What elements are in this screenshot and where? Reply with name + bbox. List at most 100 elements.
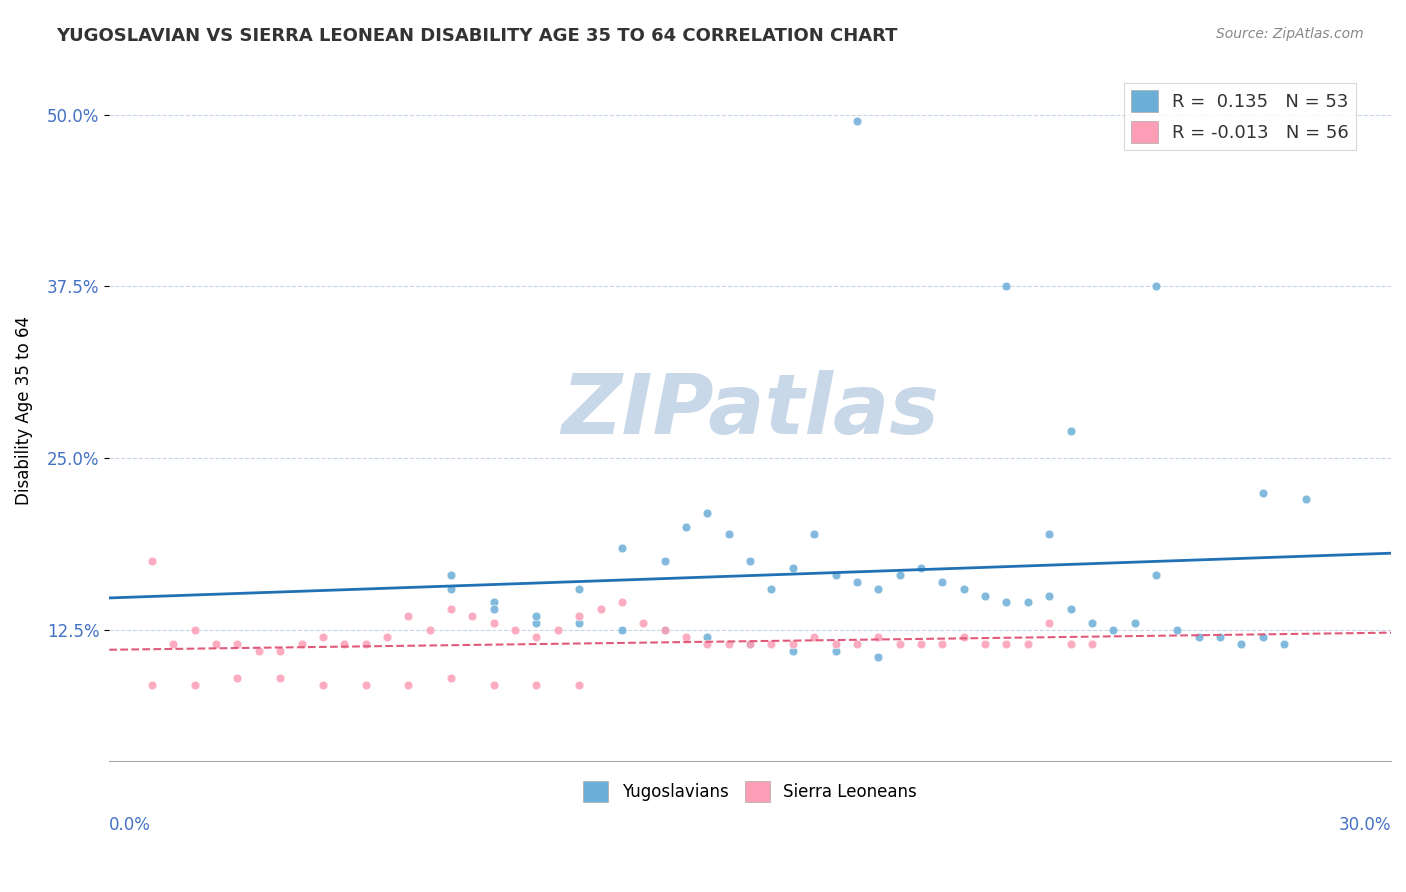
Point: [1251, 630, 1274, 644]
Text: ZIPatlas: ZIPatlas: [561, 369, 939, 450]
Point: [141, 678, 163, 692]
Point: [162, 637, 184, 651]
Point: [1059, 602, 1081, 616]
Point: [141, 554, 163, 568]
Point: [824, 568, 846, 582]
Point: [696, 637, 718, 651]
Point: [717, 526, 740, 541]
Point: [1272, 637, 1295, 651]
Point: [461, 609, 484, 624]
Point: [610, 541, 633, 555]
Point: [995, 279, 1018, 293]
Point: [868, 582, 890, 596]
Point: [440, 582, 463, 596]
Point: [931, 637, 953, 651]
Point: [503, 623, 526, 637]
Point: [782, 561, 804, 575]
Point: [974, 589, 997, 603]
Point: [1017, 595, 1039, 609]
Point: [1188, 630, 1211, 644]
Point: [675, 630, 697, 644]
Point: [845, 574, 868, 589]
Point: [1166, 623, 1188, 637]
Point: [717, 637, 740, 651]
Point: [761, 637, 783, 651]
Point: [782, 637, 804, 651]
Point: [482, 678, 505, 692]
Point: [568, 609, 591, 624]
Point: [312, 678, 335, 692]
Point: [226, 637, 249, 651]
Point: [803, 630, 825, 644]
Point: [205, 637, 228, 651]
Point: [740, 637, 762, 651]
Point: [547, 623, 569, 637]
Text: YUGOSLAVIAN VS SIERRA LEONEAN DISABILITY AGE 35 TO 64 CORRELATION CHART: YUGOSLAVIAN VS SIERRA LEONEAN DISABILITY…: [56, 27, 898, 45]
Point: [868, 650, 890, 665]
Point: [526, 616, 548, 631]
Point: [568, 582, 591, 596]
Point: [654, 623, 676, 637]
Point: [761, 582, 783, 596]
Point: [312, 630, 335, 644]
Point: [910, 561, 932, 575]
Point: [247, 643, 270, 657]
Point: [910, 637, 932, 651]
Point: [1038, 589, 1060, 603]
Point: [803, 526, 825, 541]
Point: [290, 637, 312, 651]
Point: [482, 602, 505, 616]
Point: [696, 506, 718, 520]
Point: [354, 637, 377, 651]
Point: [824, 643, 846, 657]
Point: [995, 637, 1018, 651]
Point: [782, 643, 804, 657]
Point: [568, 616, 591, 631]
Point: [589, 602, 612, 616]
Point: [568, 678, 591, 692]
Point: [1081, 637, 1104, 651]
Point: [333, 637, 356, 651]
Point: [396, 609, 419, 624]
Point: [740, 637, 762, 651]
Point: [952, 630, 974, 644]
Point: [845, 637, 868, 651]
Point: [889, 637, 911, 651]
Point: [482, 616, 505, 631]
Legend: Yugoslavians, Sierra Leoneans: Yugoslavians, Sierra Leoneans: [576, 774, 924, 808]
Point: [1017, 637, 1039, 651]
Point: [1251, 485, 1274, 500]
Text: 30.0%: 30.0%: [1339, 815, 1391, 833]
Point: [396, 678, 419, 692]
Point: [440, 568, 463, 582]
Point: [889, 568, 911, 582]
Point: [1038, 526, 1060, 541]
Point: [633, 616, 655, 631]
Point: [1059, 424, 1081, 438]
Point: [610, 595, 633, 609]
Point: [440, 671, 463, 685]
Point: [610, 623, 633, 637]
Point: [526, 678, 548, 692]
Text: Source: ZipAtlas.com: Source: ZipAtlas.com: [1216, 27, 1364, 41]
Point: [269, 643, 291, 657]
Point: [931, 574, 953, 589]
Point: [1209, 630, 1232, 644]
Point: [440, 602, 463, 616]
Point: [419, 623, 441, 637]
Point: [226, 671, 249, 685]
Point: [675, 520, 697, 534]
Point: [183, 678, 205, 692]
Y-axis label: Disability Age 35 to 64: Disability Age 35 to 64: [15, 316, 32, 505]
Point: [952, 582, 974, 596]
Point: [1059, 637, 1081, 651]
Point: [740, 554, 762, 568]
Text: 0.0%: 0.0%: [110, 815, 150, 833]
Point: [654, 623, 676, 637]
Point: [526, 609, 548, 624]
Point: [1230, 637, 1253, 651]
Point: [1144, 279, 1167, 293]
Point: [1123, 616, 1146, 631]
Point: [1144, 568, 1167, 582]
Point: [183, 623, 205, 637]
